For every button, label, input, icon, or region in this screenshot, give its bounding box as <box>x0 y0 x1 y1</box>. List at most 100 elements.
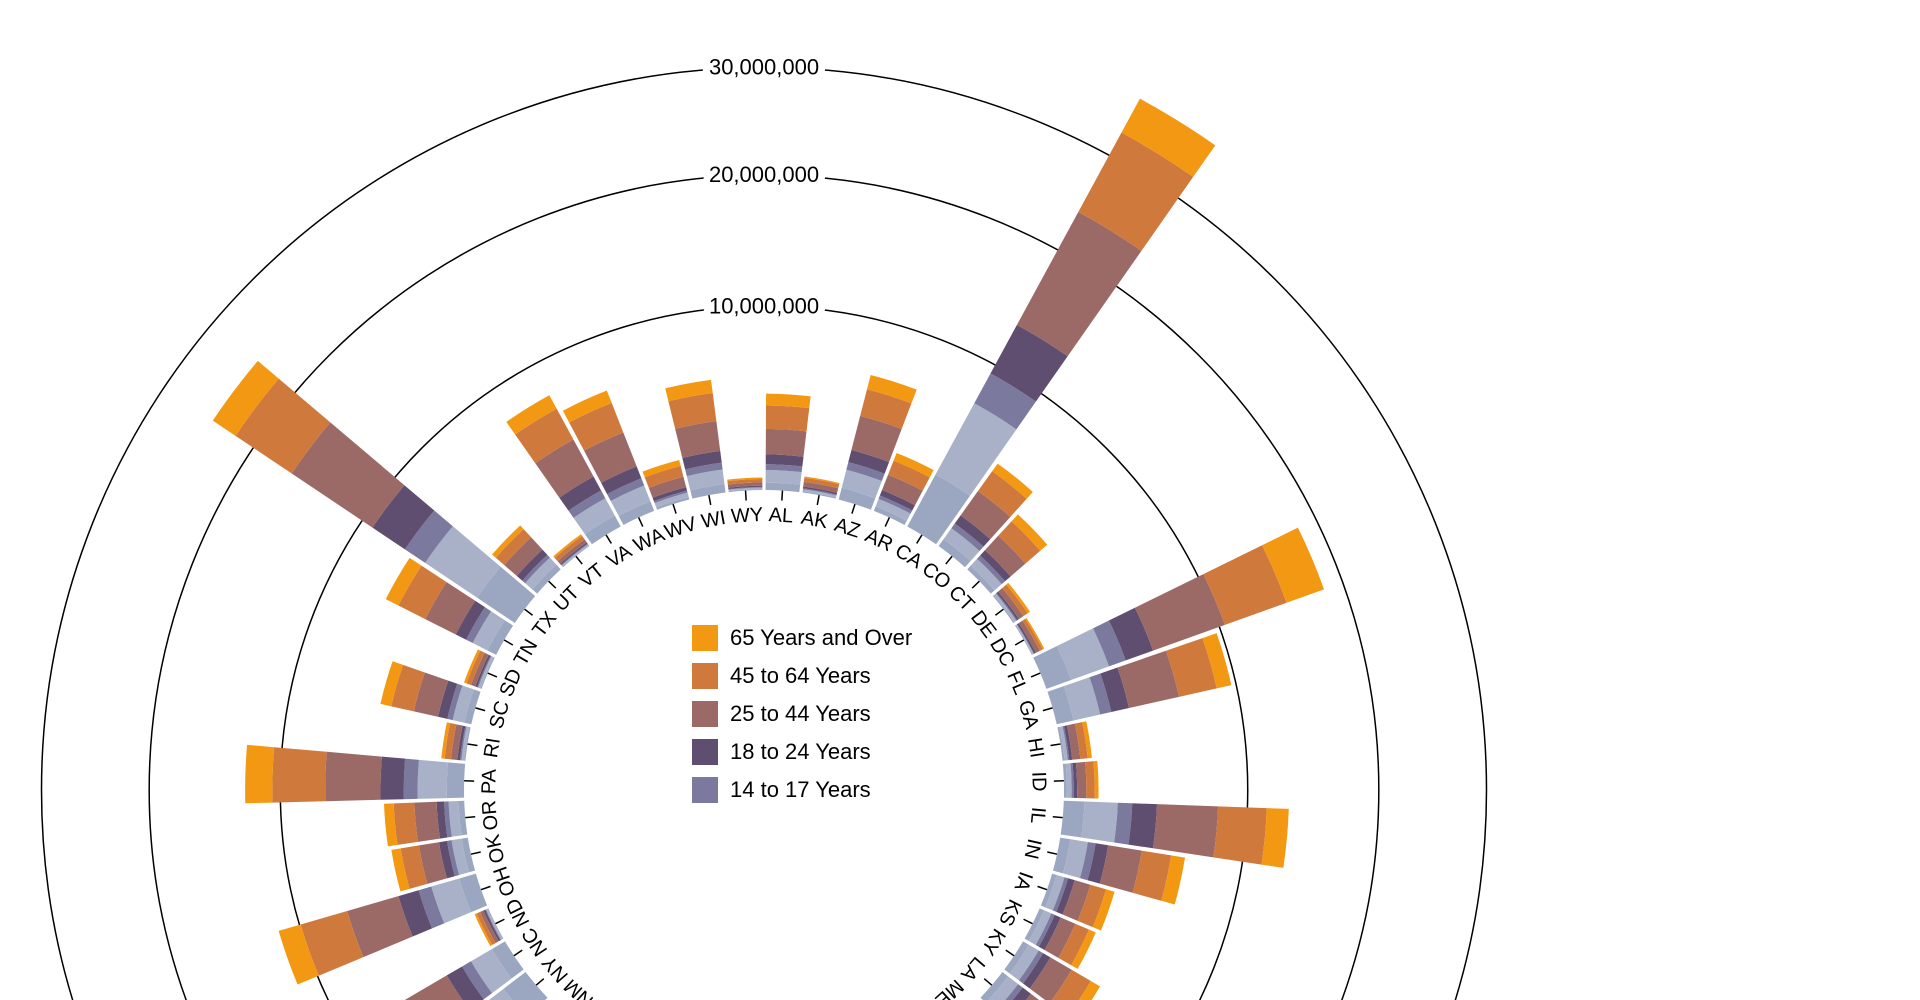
state-tick <box>475 708 485 711</box>
state-label: AL <box>768 504 794 527</box>
state-label: VT <box>575 559 609 592</box>
state-tick <box>549 581 556 588</box>
bar-segment <box>1128 803 1157 848</box>
state-tick <box>984 979 992 986</box>
legend-swatch <box>692 663 718 689</box>
state-tick <box>471 852 481 854</box>
state-label: AZ <box>832 514 863 543</box>
bar-segment <box>1153 804 1218 857</box>
state-label: WY <box>730 504 764 528</box>
state-tick <box>817 495 819 505</box>
state-tick <box>514 950 522 956</box>
bar-segment <box>418 760 448 799</box>
state-label: WV <box>662 513 700 544</box>
bar-segment <box>447 762 465 798</box>
bar-segment <box>1061 801 1085 838</box>
legend-label: 25 to 44 Years <box>730 701 871 726</box>
radial-stacked-bar-chart: 10,000,00020,000,00030,000,000ALAKAZARCA… <box>0 0 1920 1000</box>
bar-segment <box>380 757 405 800</box>
legend-label: 18 to 24 Years <box>730 739 871 764</box>
legend-row: 65 Years and Over <box>692 625 912 651</box>
state-label: RI <box>480 736 505 759</box>
state-label: IL <box>1026 806 1049 825</box>
state-tick <box>1038 886 1047 889</box>
bar-segment <box>766 470 802 485</box>
bars-layer <box>213 99 1324 1000</box>
state-label: ID <box>1027 771 1050 792</box>
state-tick <box>782 491 783 501</box>
bar-segment <box>1076 762 1086 798</box>
state-label: NC <box>518 924 552 960</box>
bar-segment <box>1081 802 1118 843</box>
state-label: LA <box>956 952 989 985</box>
state-tick <box>536 979 544 986</box>
state-tick <box>673 504 676 514</box>
state-tick <box>488 673 497 677</box>
state-label: DE <box>966 607 1000 642</box>
state-label: WI <box>699 507 727 533</box>
legend-swatch <box>692 739 718 765</box>
state-tick <box>1015 640 1024 645</box>
bar-segment <box>1213 806 1266 864</box>
state-label: SD <box>495 666 526 700</box>
bar-segment <box>414 802 440 842</box>
state-label: OH <box>490 864 521 900</box>
legend-row: 14 to 17 Years <box>692 777 871 803</box>
state-label: IA <box>1009 869 1036 895</box>
state-tick <box>852 504 855 514</box>
state-label: ND <box>502 895 535 931</box>
state-tick <box>1053 817 1063 818</box>
state-tick <box>639 517 643 526</box>
state-label: OR <box>478 799 503 831</box>
legend-row: 18 to 24 Years <box>692 739 871 765</box>
legend-label: 45 to 64 Years <box>730 663 871 688</box>
grid-label: 30,000,000 <box>709 55 819 80</box>
state-tick <box>1031 673 1040 677</box>
legend: 65 Years and Over 45 to 64 Years 25 to 44 … <box>692 625 912 803</box>
state-label: ME <box>931 975 968 1000</box>
legend-label: 14 to 17 Years <box>730 777 871 802</box>
state-tick <box>885 517 889 526</box>
state-label: IN <box>1019 837 1045 861</box>
state-label: PA <box>478 768 501 795</box>
state-label: SC <box>485 698 514 731</box>
state-tick <box>917 535 922 544</box>
bar-segment <box>394 803 418 845</box>
state-tick <box>504 640 513 645</box>
state-tick <box>1024 919 1033 923</box>
state-label: TX <box>528 608 561 642</box>
state-label: TN <box>510 636 542 670</box>
state-tick <box>1043 708 1053 711</box>
state-tick <box>972 581 979 588</box>
legend-swatch <box>692 701 718 727</box>
state-label: OK <box>482 832 510 866</box>
grid-label: 10,000,000 <box>709 293 819 318</box>
grid-label: 20,000,000 <box>709 162 819 187</box>
state-tick <box>525 609 533 615</box>
state-label: KS <box>994 896 1026 930</box>
state-label: KY <box>976 925 1009 959</box>
bar-segment <box>1085 761 1094 798</box>
state-tick <box>946 556 952 564</box>
legend-label: 65 Years and Over <box>730 625 912 650</box>
state-tick <box>995 609 1003 615</box>
state-label: NY <box>538 951 573 986</box>
bar-segment <box>245 745 274 803</box>
state-tick <box>1051 744 1061 746</box>
legend-swatch <box>692 777 718 803</box>
bar-segment <box>766 429 807 457</box>
legend-swatch <box>692 625 718 651</box>
state-label: GA <box>1014 698 1043 732</box>
state-tick <box>1006 950 1014 956</box>
state-label: HI <box>1023 736 1048 759</box>
state-tick <box>481 886 490 889</box>
state-tick <box>746 491 747 501</box>
state-tick <box>465 817 475 818</box>
legend-row: 45 to 64 Years <box>692 663 871 689</box>
state-label: CA <box>891 540 927 574</box>
bar-segment <box>404 759 419 800</box>
state-label: CO <box>918 558 955 594</box>
bar-segment <box>766 405 809 431</box>
state-label: AR <box>862 525 896 557</box>
bar-segment <box>272 747 326 802</box>
